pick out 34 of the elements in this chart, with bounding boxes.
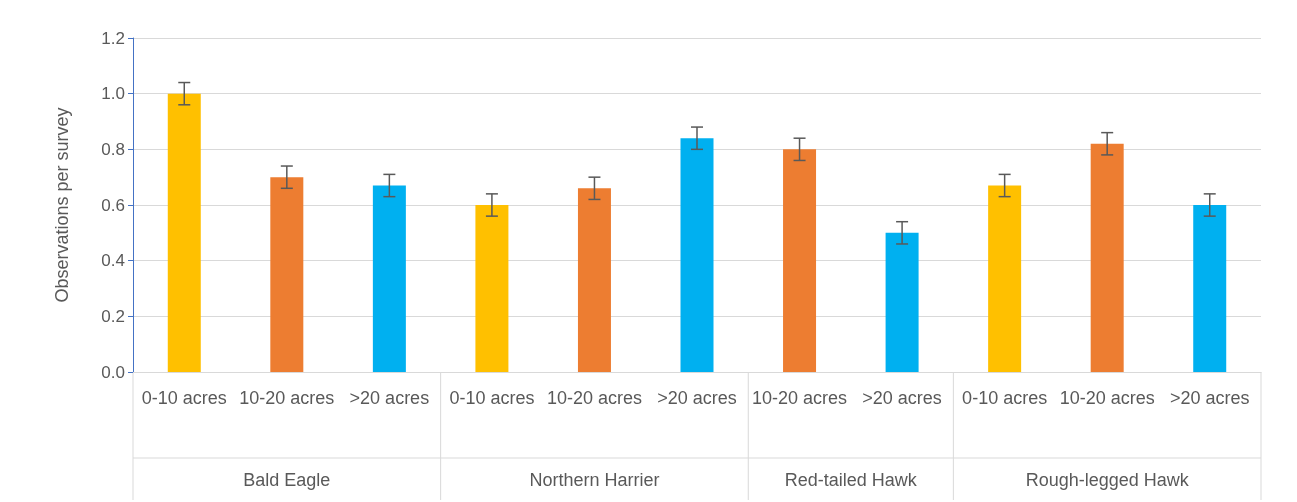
text: Northern Harrier bbox=[529, 470, 660, 490]
bar bbox=[783, 149, 817, 372]
bar bbox=[167, 93, 201, 372]
x-tick-label: >20 acres bbox=[349, 388, 430, 408]
bar bbox=[577, 188, 611, 372]
x-tick-label: >20 acres bbox=[1169, 388, 1250, 408]
x-tick-label: 10-20 acres bbox=[239, 388, 335, 408]
y-tick-label: 0.6 bbox=[101, 195, 125, 215]
y-tick-label: 0.4 bbox=[101, 251, 125, 271]
x-tick-label: 10-20 acres bbox=[1059, 388, 1155, 408]
x-tick-label: 0-10 acres bbox=[449, 388, 535, 408]
y-tick-label: 0.8 bbox=[101, 139, 125, 159]
y-tick-label: 0.2 bbox=[101, 306, 125, 326]
x-tick-label: >20 acres bbox=[862, 388, 942, 408]
text: Bald Eagle bbox=[243, 470, 331, 490]
bar bbox=[372, 185, 406, 372]
bar bbox=[270, 177, 304, 372]
x-tick-label: >20 acres bbox=[657, 388, 737, 408]
text: Rough-legged Hawk bbox=[1025, 470, 1190, 490]
x-tick-label: 10-20 acres bbox=[546, 388, 642, 408]
y-tick-label: 1.2 bbox=[101, 28, 125, 48]
bar bbox=[1090, 143, 1124, 372]
x-tick-label: 0-10 acres bbox=[962, 388, 1048, 408]
bar bbox=[680, 138, 714, 372]
y-axis-title: Observations per survey bbox=[52, 107, 72, 303]
text: Red-tailed Hawk bbox=[784, 470, 918, 490]
y-tick-label: 1.0 bbox=[101, 84, 125, 104]
bar bbox=[988, 185, 1022, 372]
bar bbox=[1193, 205, 1227, 372]
bar bbox=[885, 232, 919, 372]
x-tick-label: 0-10 acres bbox=[141, 388, 227, 408]
bar bbox=[475, 205, 509, 372]
x-tick-label: 10-20 acres bbox=[752, 388, 848, 408]
y-tick-label: 0.0 bbox=[101, 362, 125, 382]
